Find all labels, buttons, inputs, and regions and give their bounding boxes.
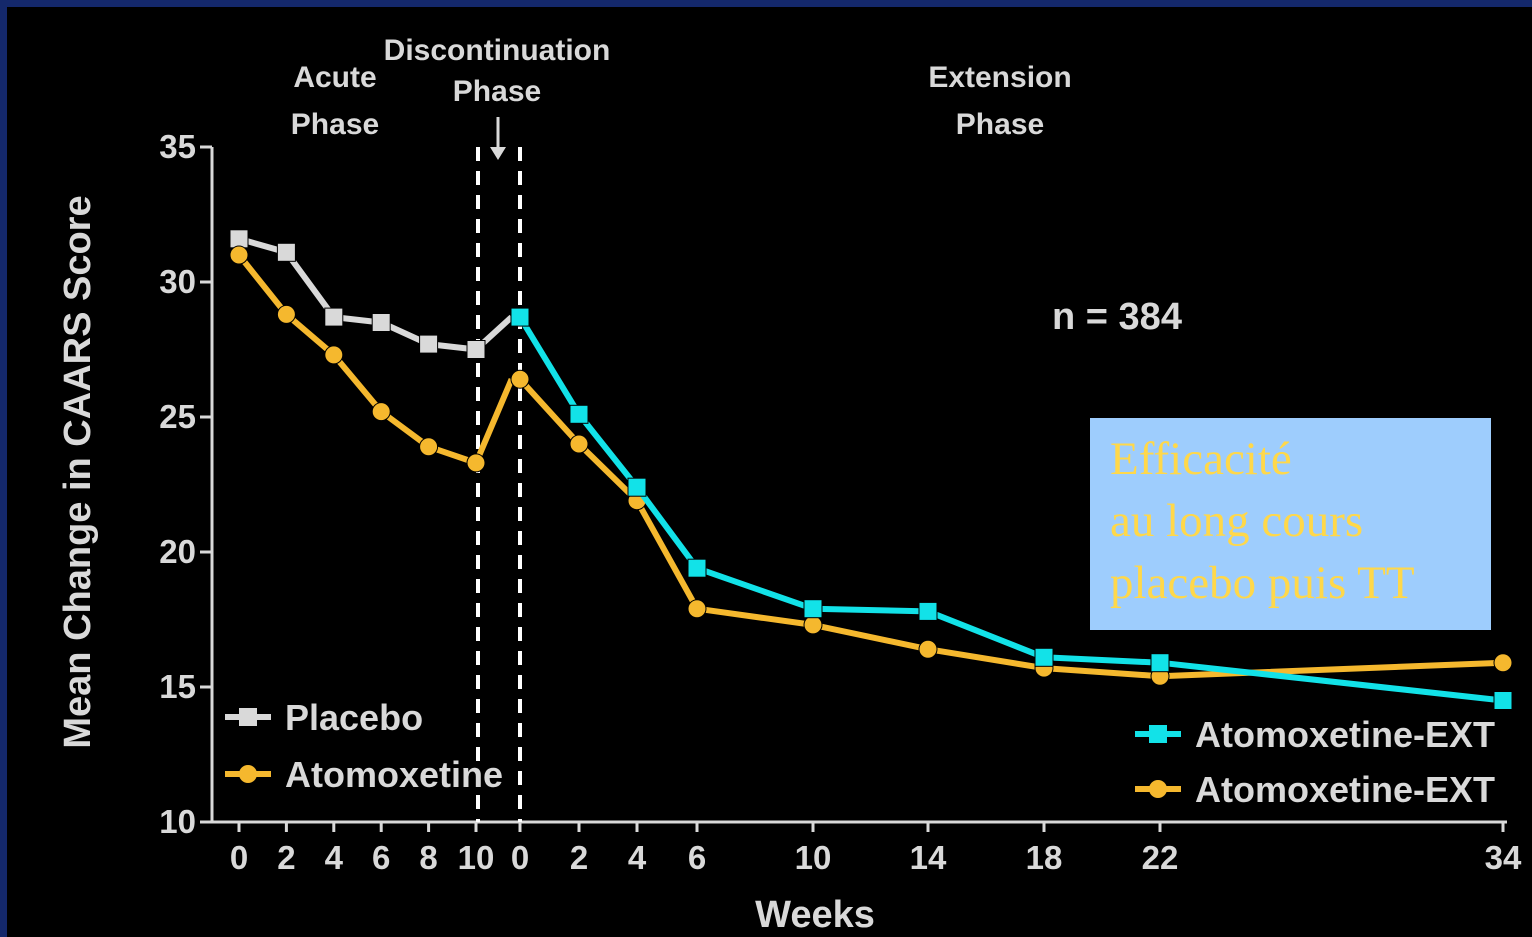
data-point-square	[371, 313, 391, 332]
data-point-circle	[371, 402, 391, 422]
legend-placebo-label: Placebo	[285, 697, 423, 738]
y-tick-label: 10	[159, 803, 196, 840]
data-point-square	[229, 229, 249, 249]
data-point-square	[510, 307, 530, 327]
data-point-circle	[510, 369, 530, 389]
data-point-circle	[229, 245, 249, 265]
x-tick-label: 8	[419, 839, 437, 876]
data-point-square	[1150, 653, 1170, 673]
note-line-3: placebo puis TT	[1110, 557, 1415, 609]
y-tick-label: 30	[159, 263, 196, 300]
data-point-circle	[324, 345, 344, 365]
data-point-square	[466, 340, 486, 359]
discontinuation-arrow-head	[490, 147, 506, 160]
data-point-circle	[1493, 653, 1513, 673]
x-tick-label: 18	[1026, 839, 1063, 876]
data-point-square	[569, 404, 589, 424]
discontinuation-phase-label-1: Discontinuation	[384, 34, 611, 67]
x-tick-label: 10	[458, 839, 495, 876]
data-point-square	[918, 601, 938, 621]
x-tick-label: 4	[325, 839, 344, 876]
data-point-square	[276, 242, 296, 262]
data-point-circle	[419, 437, 439, 457]
data-point-circle	[569, 434, 589, 454]
data-point-circle	[918, 639, 938, 659]
acute-phase-label-1: Acute	[293, 61, 376, 94]
legend-atomoxetine-ext-square-marker	[1149, 725, 1167, 743]
acute-phase-label-2: Phase	[291, 108, 379, 141]
x-tick-label: 22	[1142, 839, 1179, 876]
slide-frame: 10 15 20 25 30 35 0 2 4 6 8 10 0 2 4 6 10 14 18 22 34 Weeks Me…	[7, 7, 1532, 937]
legend-atomoxetine-label: Atomoxetine	[285, 754, 503, 795]
x-tick-label: 10	[795, 839, 832, 876]
data-point-square	[1493, 691, 1513, 710]
x-tick-label: 6	[372, 839, 390, 876]
extension-phase-label-2: Phase	[956, 108, 1044, 141]
data-point-circle	[276, 304, 296, 324]
data-point-square	[803, 599, 823, 619]
data-point-square	[687, 558, 707, 578]
x-tick-label: 0	[511, 839, 529, 876]
data-point-circle	[466, 453, 486, 473]
sample-size-label: n = 384	[1052, 296, 1182, 338]
data-point-square	[627, 477, 647, 497]
x-tick-label: 34	[1485, 839, 1522, 876]
note-line-2: au long cours	[1110, 495, 1364, 547]
legend-atomoxetine-marker	[239, 765, 257, 783]
x-tick-label: 4	[628, 839, 647, 876]
data-point-square	[1034, 647, 1054, 667]
y-tick-label: 25	[159, 398, 196, 435]
x-tick-label: 6	[688, 839, 706, 876]
x-tick-label: 0	[230, 839, 248, 876]
x-axis-title: Weeks	[755, 894, 875, 936]
legend-atomoxetine-ext-circle-label: Atomoxetine-EXT	[1195, 769, 1495, 810]
note-box: Efficacité au long cours placebo puis TT	[1090, 418, 1491, 630]
data-point-circle	[687, 599, 707, 619]
y-axis-title: Mean Change in CAARS Score	[57, 195, 99, 748]
data-point-circle	[803, 615, 823, 635]
y-tick-label: 20	[159, 533, 196, 570]
data-point-square	[419, 334, 439, 354]
discontinuation-phase-label-2: Phase	[453, 75, 541, 108]
legend-placebo-marker	[239, 708, 257, 726]
data-point-square	[324, 307, 344, 327]
x-tick-label: 2	[570, 839, 588, 876]
x-tick-label: 2	[277, 839, 295, 876]
extension-phase-label-1: Extension	[928, 61, 1071, 94]
x-tick-label: 14	[910, 839, 947, 876]
legend-atomoxetine-ext-circle-marker	[1149, 780, 1167, 798]
y-tick-label: 35	[159, 128, 196, 165]
y-tick-label: 15	[159, 668, 196, 705]
legend-atomoxetine-ext-square-label: Atomoxetine-EXT	[1195, 714, 1495, 755]
note-line-1: Efficacité	[1110, 433, 1292, 485]
